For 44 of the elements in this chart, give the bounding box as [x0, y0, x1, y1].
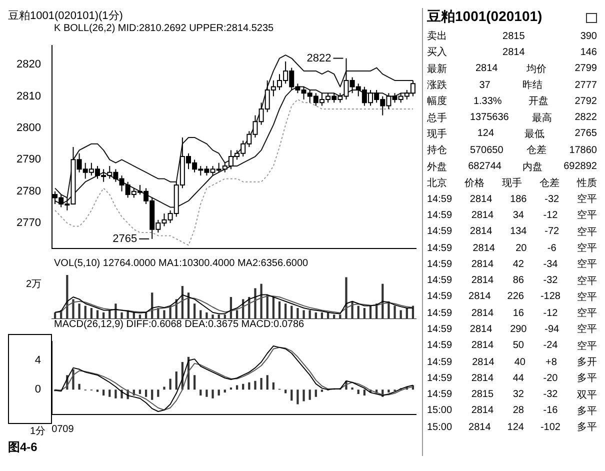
- text: 现手 124 最低 2765: [427, 128, 597, 140]
- chart-subtitle: MACD(26,12,9) DIFF:0.6068 DEA:0.3675 MACD:0.0786: [53, 319, 306, 332]
- text: 14:59 2814 16 -12 空平: [427, 308, 597, 320]
- text: 14:59 2814 226 -128 空平: [427, 291, 597, 303]
- y-tick-label: 0: [34, 384, 41, 396]
- y-tick-label: 2820: [16, 58, 41, 71]
- text: 15:00 2814 124 -102 多平: [427, 422, 597, 434]
- y-tick-label: 2770: [16, 217, 41, 230]
- text: 总手 1375636 最高 2822: [427, 112, 597, 124]
- text: 1分: [30, 425, 46, 437]
- annotation: 2765: [112, 232, 138, 245]
- y-tick-label: 2790: [16, 154, 41, 166]
- text: 14:59 2814 290 -94 空平: [427, 324, 597, 336]
- text: 0709: [52, 424, 74, 437]
- text: 14:59 2814 86 -32 空平: [427, 275, 597, 287]
- text: 幅度 1.33% 开盘 2792: [427, 96, 597, 108]
- text: 买入 2814 146: [427, 46, 597, 58]
- text: 14:59 2814 42 -34 空平: [427, 258, 597, 270]
- chart-title: 豆粕1001(020101)(1分): [8, 9, 124, 23]
- y-tick-label: 2780: [16, 185, 41, 198]
- chart-subtitle: VOL(5,10) 12764.0000 MA1:10300.4000 MA2:6356.6000: [53, 258, 310, 271]
- text: 2万: [26, 278, 42, 291]
- y-tick-label: 2810: [16, 90, 41, 102]
- text: 卖出 2815 390: [427, 30, 597, 42]
- text: 豆粕1001(020101): [427, 8, 542, 26]
- text: 14:59 2814 186 -32 空平: [427, 194, 597, 206]
- text: 14:59 2814 40 +8 多开: [427, 356, 597, 368]
- text: 涨跌 37 昨结 2777: [427, 80, 597, 92]
- text: 14:59 2814 50 -24 空平: [427, 340, 597, 352]
- chart-subtitle: K BOLL(26,2) MID:2810.2692 UPPER:2814.5235: [53, 23, 275, 36]
- text: 14:59 2815 32 -32 双平: [427, 389, 597, 401]
- text: 15:00 2814 28 -16 多平: [427, 405, 597, 417]
- text: 14:59 2814 20 -6 空平: [427, 242, 597, 254]
- text: 持仓 570650 仓差 17860: [427, 144, 597, 156]
- text: 最新 2814 均价 2799: [427, 63, 597, 75]
- text: 北京 价格 现手 仓差 性质: [427, 178, 597, 189]
- caption: 图4-6: [8, 439, 38, 456]
- annotation: 2822: [306, 52, 332, 64]
- text: 14:59 2814 34 -12 空平: [427, 210, 597, 222]
- y-tick-label: 4: [34, 354, 41, 367]
- y-tick-label: 2800: [16, 122, 41, 134]
- text: 14:59 2814 134 -72 空平: [427, 226, 597, 238]
- text: 14:59 2814 44 -20 多平: [427, 372, 597, 384]
- text: 外盘 682744 内盘 692892: [427, 161, 597, 173]
